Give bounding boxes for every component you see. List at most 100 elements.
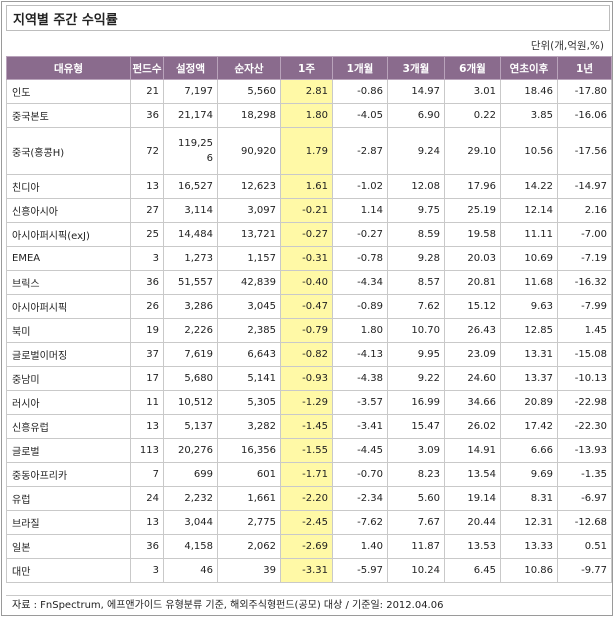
page-title: 지역별 주간 수익률: [6, 5, 610, 31]
cell-m1: -7.62: [332, 510, 388, 535]
table-row: 대만 3 46 39 -3.31 -5.97 10.24 6.45 10.86 -9.77: [6, 558, 612, 583]
cell-net: 5,141: [217, 366, 281, 391]
cell-w1: -2.20: [280, 486, 333, 511]
cell-setup: 16,527: [163, 174, 218, 199]
cell-name: 아시아퍼시픽: [6, 294, 131, 319]
cell-m6: 24.60: [444, 366, 501, 391]
cell-ytd: 3.85: [500, 103, 558, 128]
cell-w1: -0.31: [280, 246, 333, 271]
cell-m3: 9.75: [387, 198, 445, 223]
cell-m3: 8.59: [387, 222, 445, 247]
cell-name: 글로벌이머징: [6, 342, 131, 367]
column-header: 6개월: [444, 56, 501, 80]
cell-name: 중국본토: [6, 103, 131, 128]
cell-m3: 7.67: [387, 510, 445, 535]
cell-ytd: 6.66: [500, 438, 558, 463]
cell-m6: 29.10: [444, 127, 501, 175]
unit-note: 단위(개,억원,%): [530, 40, 604, 52]
cell-count: 26: [130, 294, 164, 319]
cell-ytd: 12.31: [500, 510, 558, 535]
table-row: 아시아퍼시픽 26 3,286 3,045 -0.47 -0.89 7.62 15.12 9.6…: [6, 294, 612, 319]
cell-ytd: 13.33: [500, 534, 558, 559]
cell-w1: -0.27: [280, 222, 333, 247]
cell-net: 601: [217, 462, 281, 487]
cell-ytd: 14.22: [500, 174, 558, 199]
cell-w1: -0.21: [280, 198, 333, 223]
cell-m6: 13.54: [444, 462, 501, 487]
cell-ytd: 11.11: [500, 222, 558, 247]
cell-net: 42,839: [217, 270, 281, 295]
cell-m6: 17.96: [444, 174, 501, 199]
cell-name: 중동아프리카: [6, 462, 131, 487]
table-row: 러시아 11 10,512 5,305 -1.29 -3.57 16.99 34.66 20.8…: [6, 390, 612, 415]
cell-setup: 2,232: [163, 486, 218, 511]
cell-count: 72: [130, 127, 164, 175]
cell-m3: 14.97: [387, 79, 445, 104]
cell-w1: -2.45: [280, 510, 333, 535]
cell-name: 일본: [6, 534, 131, 559]
cell-name: 아시아퍼시픽(exJ): [6, 222, 131, 247]
cell-ytd: 9.63: [500, 294, 558, 319]
cell-y1: -6.97: [557, 486, 612, 511]
cell-m3: 5.60: [387, 486, 445, 511]
cell-net: 5,560: [217, 79, 281, 104]
cell-setup: 5,680: [163, 366, 218, 391]
cell-net: 13,721: [217, 222, 281, 247]
cell-count: 25: [130, 222, 164, 247]
table-row: 글로벌 113 20,276 16,356 -1.55 -4.45 3.09 14.91 6.6…: [6, 438, 612, 463]
column-header: 연초이후: [500, 56, 558, 80]
cell-y1: -9.77: [557, 558, 612, 583]
cell-m3: 6.90: [387, 103, 445, 128]
cell-y1: 1.45: [557, 318, 612, 343]
cell-name: 북미: [6, 318, 131, 343]
cell-net: 16,356: [217, 438, 281, 463]
cell-w1: -1.71: [280, 462, 333, 487]
column-header: 1주: [280, 56, 333, 80]
cell-m6: 34.66: [444, 390, 501, 415]
cell-m6: 15.12: [444, 294, 501, 319]
cell-setup: 21,174: [163, 103, 218, 128]
column-header: 설정액: [163, 56, 218, 80]
cell-m3: 3.09: [387, 438, 445, 463]
table-row: 브라질 13 3,044 2,775 -2.45 -7.62 7.67 20.44 12.31-…: [6, 510, 612, 535]
cell-setup: 5,137: [163, 414, 218, 439]
cell-m1: 1.40: [332, 534, 388, 559]
cell-m1: 1.80: [332, 318, 388, 343]
returns-table: 대유형 펀드수 설정액 순자산 1주 1개월 3개월 6개월 연초이후 1년 인도 21 7,197 5…: [6, 56, 612, 583]
cell-m1: -5.97: [332, 558, 388, 583]
cell-name: EMEA: [6, 246, 131, 271]
cell-m1: -4.13: [332, 342, 388, 367]
cell-m1: 1.14: [332, 198, 388, 223]
column-header: 1개월: [332, 56, 388, 80]
table-row: 중남미 17 5,680 5,141 -0.93 -4.38 9.22 24.60 13.37-…: [6, 366, 612, 391]
cell-m6: 20.03: [444, 246, 501, 271]
cell-net: 90,920: [217, 127, 281, 175]
cell-count: 17: [130, 366, 164, 391]
table-row: 일본 36 4,158 2,062 -2.69 1.40 11.87 13.53 13.33 0.…: [6, 534, 612, 559]
cell-w1: -0.79: [280, 318, 333, 343]
cell-m1: -0.89: [332, 294, 388, 319]
column-header: 1년: [557, 56, 612, 80]
cell-y1: -17.56: [557, 127, 612, 175]
cell-m3: 9.28: [387, 246, 445, 271]
cell-count: 113: [130, 438, 164, 463]
cell-m6: 3.01: [444, 79, 501, 104]
cell-m1: -0.70: [332, 462, 388, 487]
cell-ytd: 8.31: [500, 486, 558, 511]
cell-y1: -7.99: [557, 294, 612, 319]
cell-ytd: 10.86: [500, 558, 558, 583]
cell-count: 11: [130, 390, 164, 415]
cell-net: 2,385: [217, 318, 281, 343]
cell-net: 12,623: [217, 174, 281, 199]
cell-m6: 23.09: [444, 342, 501, 367]
cell-w1: -1.55: [280, 438, 333, 463]
cell-w1: -3.31: [280, 558, 333, 583]
cell-setup: 7,197: [163, 79, 218, 104]
cell-m6: 6.45: [444, 558, 501, 583]
cell-net: 3,282: [217, 414, 281, 439]
cell-ytd: 12.85: [500, 318, 558, 343]
cell-name: 중남미: [6, 366, 131, 391]
cell-setup: 699: [163, 462, 218, 487]
cell-count: 7: [130, 462, 164, 487]
cell-count: 24: [130, 486, 164, 511]
